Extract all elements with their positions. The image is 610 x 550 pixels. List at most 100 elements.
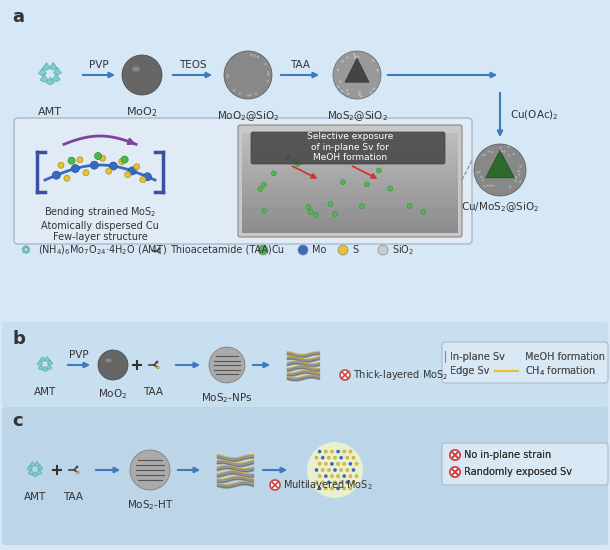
Circle shape: [315, 481, 318, 484]
Circle shape: [341, 90, 343, 92]
Polygon shape: [37, 360, 43, 366]
Circle shape: [337, 69, 339, 72]
Circle shape: [340, 481, 343, 484]
Text: TAA: TAA: [143, 387, 163, 397]
Bar: [242, 208, 458, 213]
Circle shape: [492, 185, 495, 187]
FancyBboxPatch shape: [251, 132, 445, 164]
Bar: [242, 213, 458, 218]
Circle shape: [514, 180, 517, 182]
Polygon shape: [345, 58, 369, 82]
Circle shape: [226, 75, 229, 78]
Text: No in-plane strain: No in-plane strain: [464, 450, 551, 460]
Circle shape: [346, 456, 349, 459]
Circle shape: [143, 173, 151, 181]
Polygon shape: [22, 248, 24, 250]
Circle shape: [325, 450, 328, 453]
Circle shape: [450, 467, 460, 477]
FancyBboxPatch shape: [442, 443, 608, 485]
Circle shape: [337, 487, 340, 490]
Circle shape: [518, 173, 520, 176]
Circle shape: [122, 55, 162, 95]
Circle shape: [239, 92, 242, 95]
Text: MoS$_2$@SiO$_2$: MoS$_2$@SiO$_2$: [326, 109, 387, 123]
Text: MeOH formation: MeOH formation: [525, 352, 605, 362]
Circle shape: [156, 361, 158, 363]
Circle shape: [331, 450, 334, 453]
Circle shape: [334, 481, 337, 484]
Circle shape: [421, 210, 426, 215]
Circle shape: [480, 175, 483, 178]
FancyBboxPatch shape: [14, 118, 472, 244]
Text: MeOH formation: MeOH formation: [525, 352, 605, 362]
Circle shape: [338, 245, 348, 255]
Polygon shape: [26, 245, 29, 248]
Circle shape: [352, 456, 355, 459]
Circle shape: [474, 144, 526, 196]
Circle shape: [476, 172, 478, 174]
Circle shape: [352, 469, 355, 471]
Circle shape: [359, 91, 361, 93]
Circle shape: [483, 185, 486, 188]
Circle shape: [340, 370, 350, 380]
Ellipse shape: [132, 67, 140, 72]
Polygon shape: [54, 68, 62, 75]
Polygon shape: [24, 251, 27, 254]
Circle shape: [378, 245, 388, 255]
Circle shape: [130, 450, 170, 490]
Text: TEOS: TEOS: [179, 60, 206, 70]
Circle shape: [249, 94, 252, 97]
Circle shape: [306, 205, 311, 210]
Polygon shape: [37, 465, 43, 470]
Circle shape: [157, 366, 159, 368]
Polygon shape: [45, 356, 50, 362]
Circle shape: [134, 164, 140, 170]
Circle shape: [517, 170, 520, 172]
Text: Cu/MoS$_2$@SiO$_2$: Cu/MoS$_2$@SiO$_2$: [461, 200, 539, 214]
Circle shape: [318, 463, 321, 465]
Circle shape: [349, 487, 352, 490]
Text: MoO$_2$@SiO$_2$: MoO$_2$@SiO$_2$: [217, 109, 279, 123]
Bar: [242, 138, 458, 143]
Circle shape: [325, 463, 328, 465]
Circle shape: [481, 179, 484, 182]
Circle shape: [488, 150, 490, 153]
Circle shape: [343, 487, 346, 490]
Circle shape: [507, 146, 509, 148]
Circle shape: [315, 456, 318, 459]
Circle shape: [337, 463, 340, 465]
Polygon shape: [46, 77, 54, 85]
Circle shape: [354, 57, 356, 59]
Circle shape: [376, 168, 381, 173]
Circle shape: [68, 157, 75, 164]
Circle shape: [318, 450, 321, 453]
Bar: [242, 173, 458, 178]
Polygon shape: [27, 250, 30, 252]
Polygon shape: [486, 151, 514, 178]
Text: In-plane Sv: In-plane Sv: [450, 352, 505, 362]
Bar: [242, 188, 458, 193]
Circle shape: [478, 171, 481, 173]
Circle shape: [352, 481, 355, 484]
Circle shape: [318, 475, 321, 478]
Circle shape: [334, 456, 337, 459]
Circle shape: [515, 176, 517, 178]
Text: AMT: AMT: [34, 387, 56, 397]
Circle shape: [267, 73, 270, 76]
Circle shape: [77, 471, 79, 474]
Circle shape: [119, 158, 124, 164]
Text: Cu: Cu: [272, 245, 285, 255]
Circle shape: [340, 180, 345, 185]
Polygon shape: [38, 68, 46, 76]
Text: Cu(OAc)$_2$: Cu(OAc)$_2$: [510, 108, 559, 122]
Circle shape: [355, 463, 358, 465]
Text: MoS$_2$-HT: MoS$_2$-HT: [127, 498, 173, 512]
Circle shape: [337, 85, 339, 88]
Circle shape: [357, 56, 359, 58]
Circle shape: [99, 155, 106, 161]
Text: Multilayered MoS$_2$: Multilayered MoS$_2$: [283, 478, 373, 492]
Circle shape: [293, 158, 298, 163]
Polygon shape: [49, 63, 57, 70]
Circle shape: [328, 469, 331, 471]
Circle shape: [307, 442, 363, 498]
